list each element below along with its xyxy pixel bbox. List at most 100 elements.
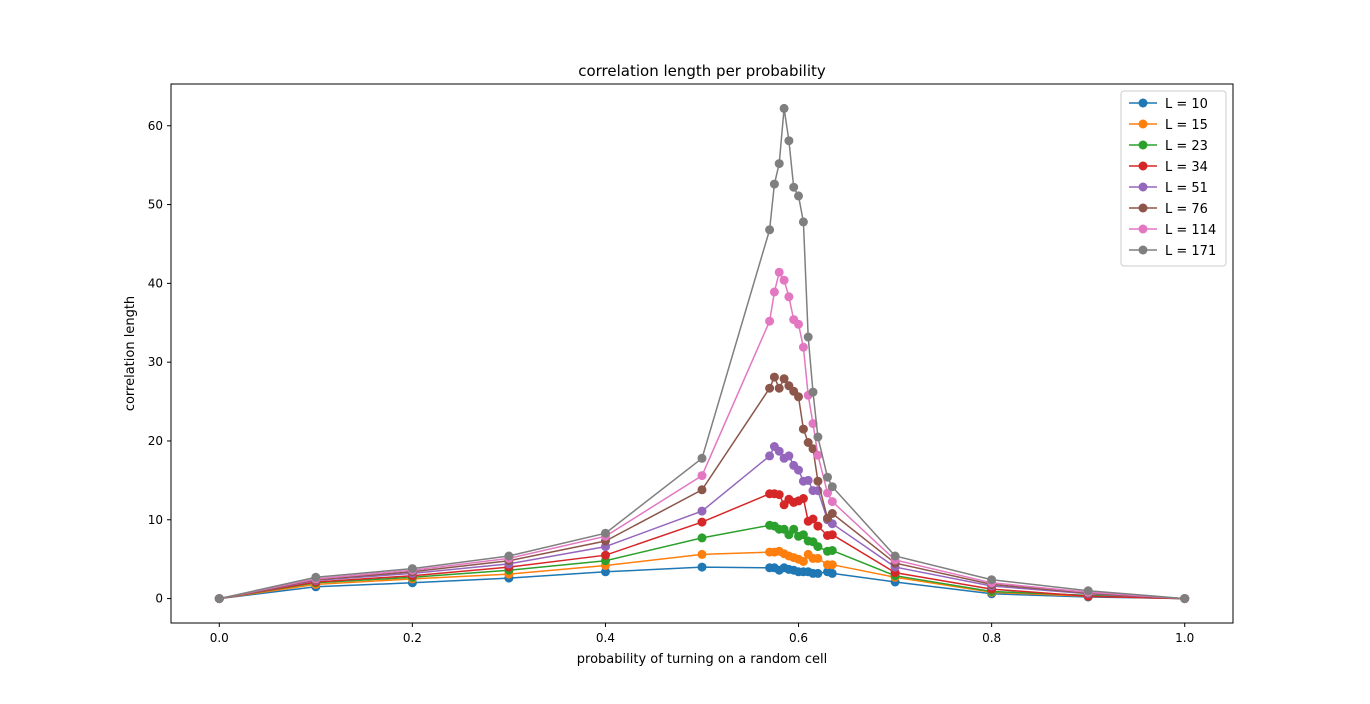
data-point (1180, 594, 1190, 604)
x-tick-label: 0.0 (210, 631, 229, 645)
data-point (827, 560, 837, 570)
data-point (827, 546, 837, 555)
data-point (765, 383, 775, 393)
data-point (827, 497, 837, 507)
legend-marker (1138, 161, 1148, 171)
data-point (774, 159, 784, 169)
x-tick-label: 0.8 (982, 631, 1001, 645)
data-point (601, 528, 610, 538)
legend-marker (1138, 119, 1148, 129)
legend-marker (1138, 182, 1148, 192)
data-point (798, 494, 808, 503)
y-axis-label: correlation length (123, 296, 138, 411)
data-point (601, 567, 610, 577)
legend-label: L = 114 (1165, 223, 1216, 238)
data-point (774, 267, 784, 277)
data-point (784, 292, 794, 302)
data-point (697, 533, 707, 543)
legend-marker (1138, 98, 1148, 108)
data-point (784, 136, 794, 146)
plot-area (214, 103, 1190, 604)
legend-entry: L = 10 (1129, 97, 1208, 112)
y-tick-label: 50 (148, 198, 163, 212)
series-8 (214, 103, 1190, 604)
data-point (813, 432, 823, 442)
legend-label: L = 15 (1165, 118, 1208, 133)
legend-marker (1138, 224, 1148, 234)
data-point (774, 446, 784, 456)
data-point (697, 517, 707, 527)
legend-box (1120, 90, 1227, 267)
x-tick-label: 1.0 (1175, 631, 1194, 645)
data-point (823, 488, 832, 498)
x-tick-label: 0.4 (596, 631, 615, 645)
legend-marker (1138, 203, 1148, 213)
data-point (789, 182, 799, 192)
x-axis: 0.0 0.2 0.4 0.6 0.8 1.0 (210, 623, 1194, 645)
legend-label: L = 23 (1165, 139, 1208, 154)
data-point (803, 475, 813, 485)
data-point (697, 562, 707, 572)
data-point (789, 524, 799, 534)
data-point (601, 550, 610, 560)
legend-label: L = 34 (1165, 160, 1208, 175)
legend-entry: L = 15 (1129, 118, 1208, 133)
data-point (779, 374, 789, 384)
data-point (813, 450, 823, 460)
data-point (214, 594, 224, 604)
data-point (813, 476, 823, 486)
data-point (697, 506, 707, 516)
data-point (890, 551, 900, 561)
data-point (311, 572, 321, 582)
data-point (813, 553, 823, 563)
data-point (827, 482, 837, 492)
data-point (779, 103, 789, 113)
legend-entry: L = 114 (1129, 223, 1216, 238)
data-point (794, 319, 803, 329)
y-tick-label: 30 (148, 355, 163, 369)
x-tick-label: 0.2 (403, 631, 422, 645)
data-point (808, 444, 818, 454)
data-point (794, 392, 803, 402)
data-point (803, 332, 813, 342)
x-axis-label: probability of turning on a random cell (577, 652, 827, 667)
data-point (697, 549, 707, 559)
data-point (827, 568, 837, 578)
data-point (808, 387, 818, 397)
legend-entry: L = 171 (1129, 244, 1216, 259)
data-point (774, 490, 784, 500)
data-point (794, 191, 803, 201)
y-tick-label: 60 (148, 119, 163, 133)
data-point (697, 471, 707, 481)
data-point (827, 509, 837, 518)
legend-marker (1138, 245, 1148, 255)
data-point (769, 179, 779, 189)
data-point (808, 419, 818, 429)
y-tick-label: 10 (148, 513, 163, 527)
data-point (1083, 586, 1093, 596)
legend-label: L = 10 (1165, 97, 1208, 112)
y-tick-label: 20 (148, 434, 163, 448)
data-point (798, 557, 808, 566)
data-point (697, 485, 707, 495)
data-point (765, 316, 775, 326)
data-point (813, 568, 823, 578)
legend-entry: L = 51 (1129, 181, 1208, 196)
legend-entry: L = 34 (1129, 160, 1208, 175)
data-point (823, 472, 832, 482)
data-point (784, 451, 794, 461)
data-point (794, 465, 803, 475)
legend-entry: L = 76 (1129, 202, 1208, 217)
data-point (769, 287, 779, 297)
data-point (827, 530, 837, 540)
data-point (798, 342, 808, 352)
data-point (697, 453, 707, 463)
y-tick-label: 40 (148, 276, 163, 290)
legend-entry: L = 23 (1129, 139, 1208, 154)
y-tick-label: 0 (155, 592, 163, 606)
data-point (798, 530, 808, 540)
x-tick-label: 0.6 (789, 631, 808, 645)
data-point (774, 383, 784, 393)
data-point (504, 551, 514, 561)
legend-label: L = 51 (1165, 181, 1208, 196)
